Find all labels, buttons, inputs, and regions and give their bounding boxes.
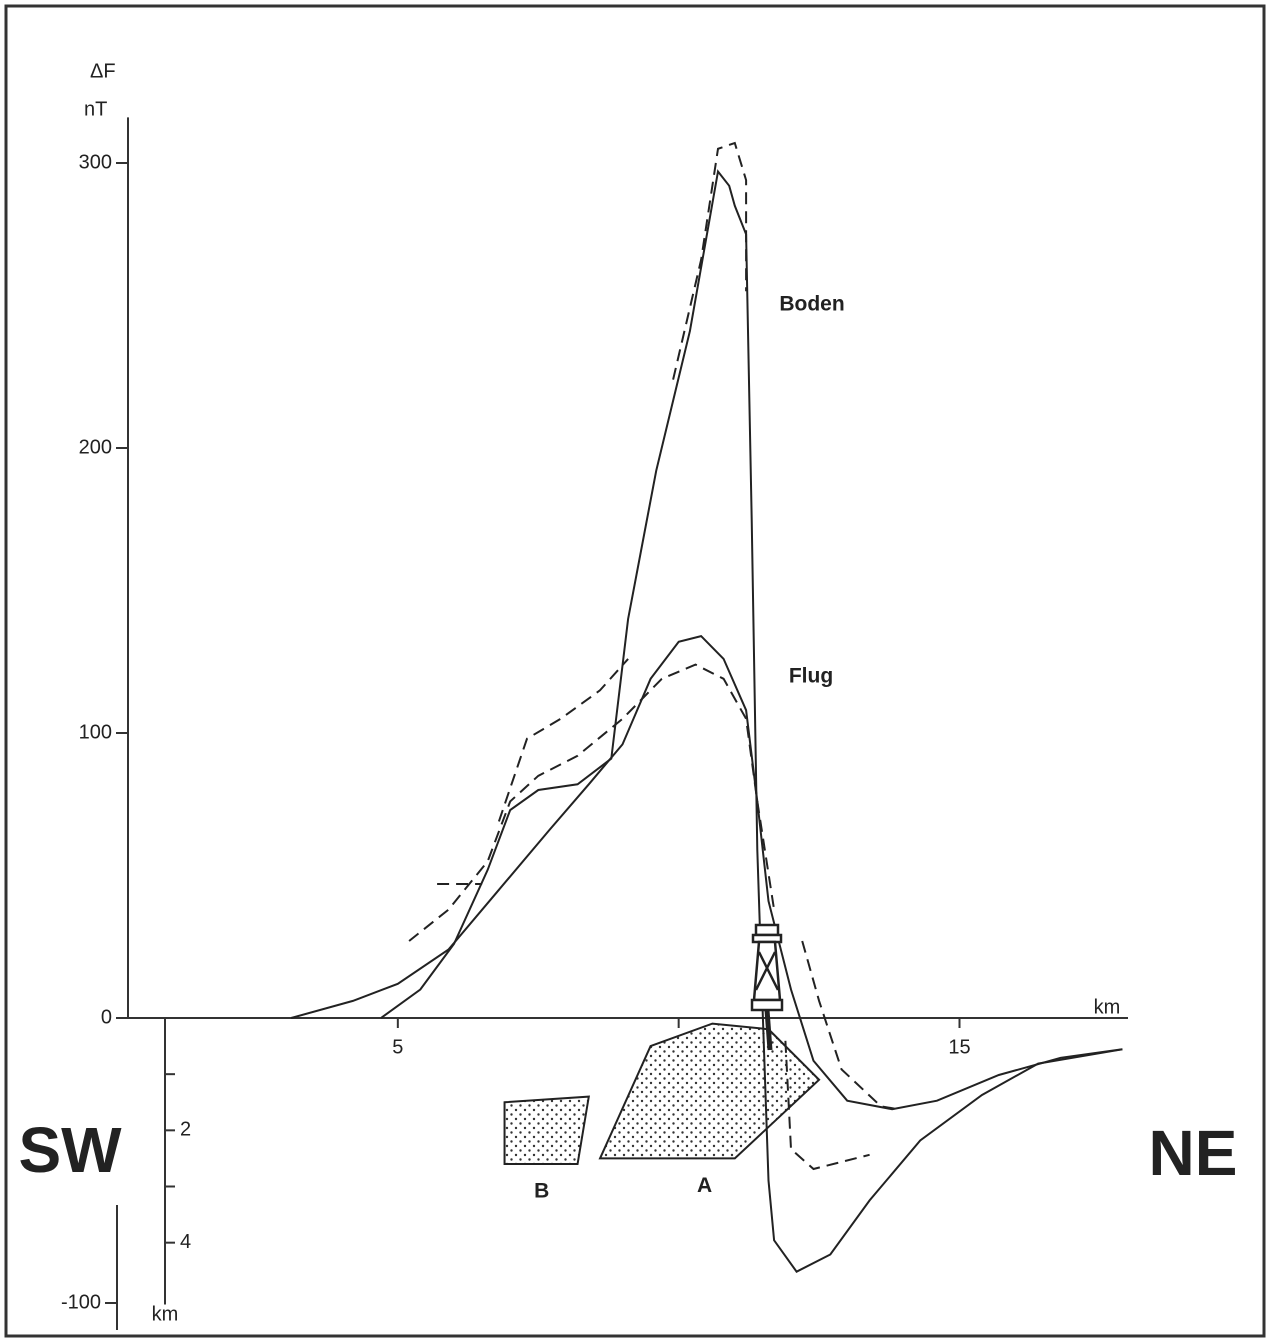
depth-tick-label: 4 <box>180 1231 191 1253</box>
y-tick-label: 200 <box>79 436 112 458</box>
body <box>503 1095 590 1166</box>
x-tick-label: 15 <box>948 1036 970 1058</box>
series-label: Flug <box>789 665 833 688</box>
x-tick-label: 5 <box>392 1036 403 1058</box>
direction-sw: SW <box>18 1114 122 1186</box>
depth-tick-label: 2 <box>180 1119 191 1141</box>
depth-label: km <box>152 1303 179 1325</box>
y-tick-label: -100 <box>61 1291 101 1313</box>
dashed-line <box>408 663 898 1111</box>
frame <box>4 4 1266 1338</box>
body-label: A <box>697 1174 712 1197</box>
direction-ne: NE <box>1149 1117 1238 1189</box>
y-tick-label: 0 <box>101 1006 112 1028</box>
line <box>380 169 1123 1273</box>
x-label: km <box>1094 996 1121 1018</box>
y-label: ΔF <box>90 60 116 82</box>
body-label: B <box>534 1180 549 1203</box>
derrick <box>750 923 784 1051</box>
y-tick-label: 100 <box>79 721 112 743</box>
y-tick-label: 300 <box>79 151 112 173</box>
series-label: Boden <box>779 293 844 316</box>
dashed-line <box>437 141 870 1171</box>
y-unit: nT <box>84 98 107 120</box>
line <box>290 634 1123 1111</box>
